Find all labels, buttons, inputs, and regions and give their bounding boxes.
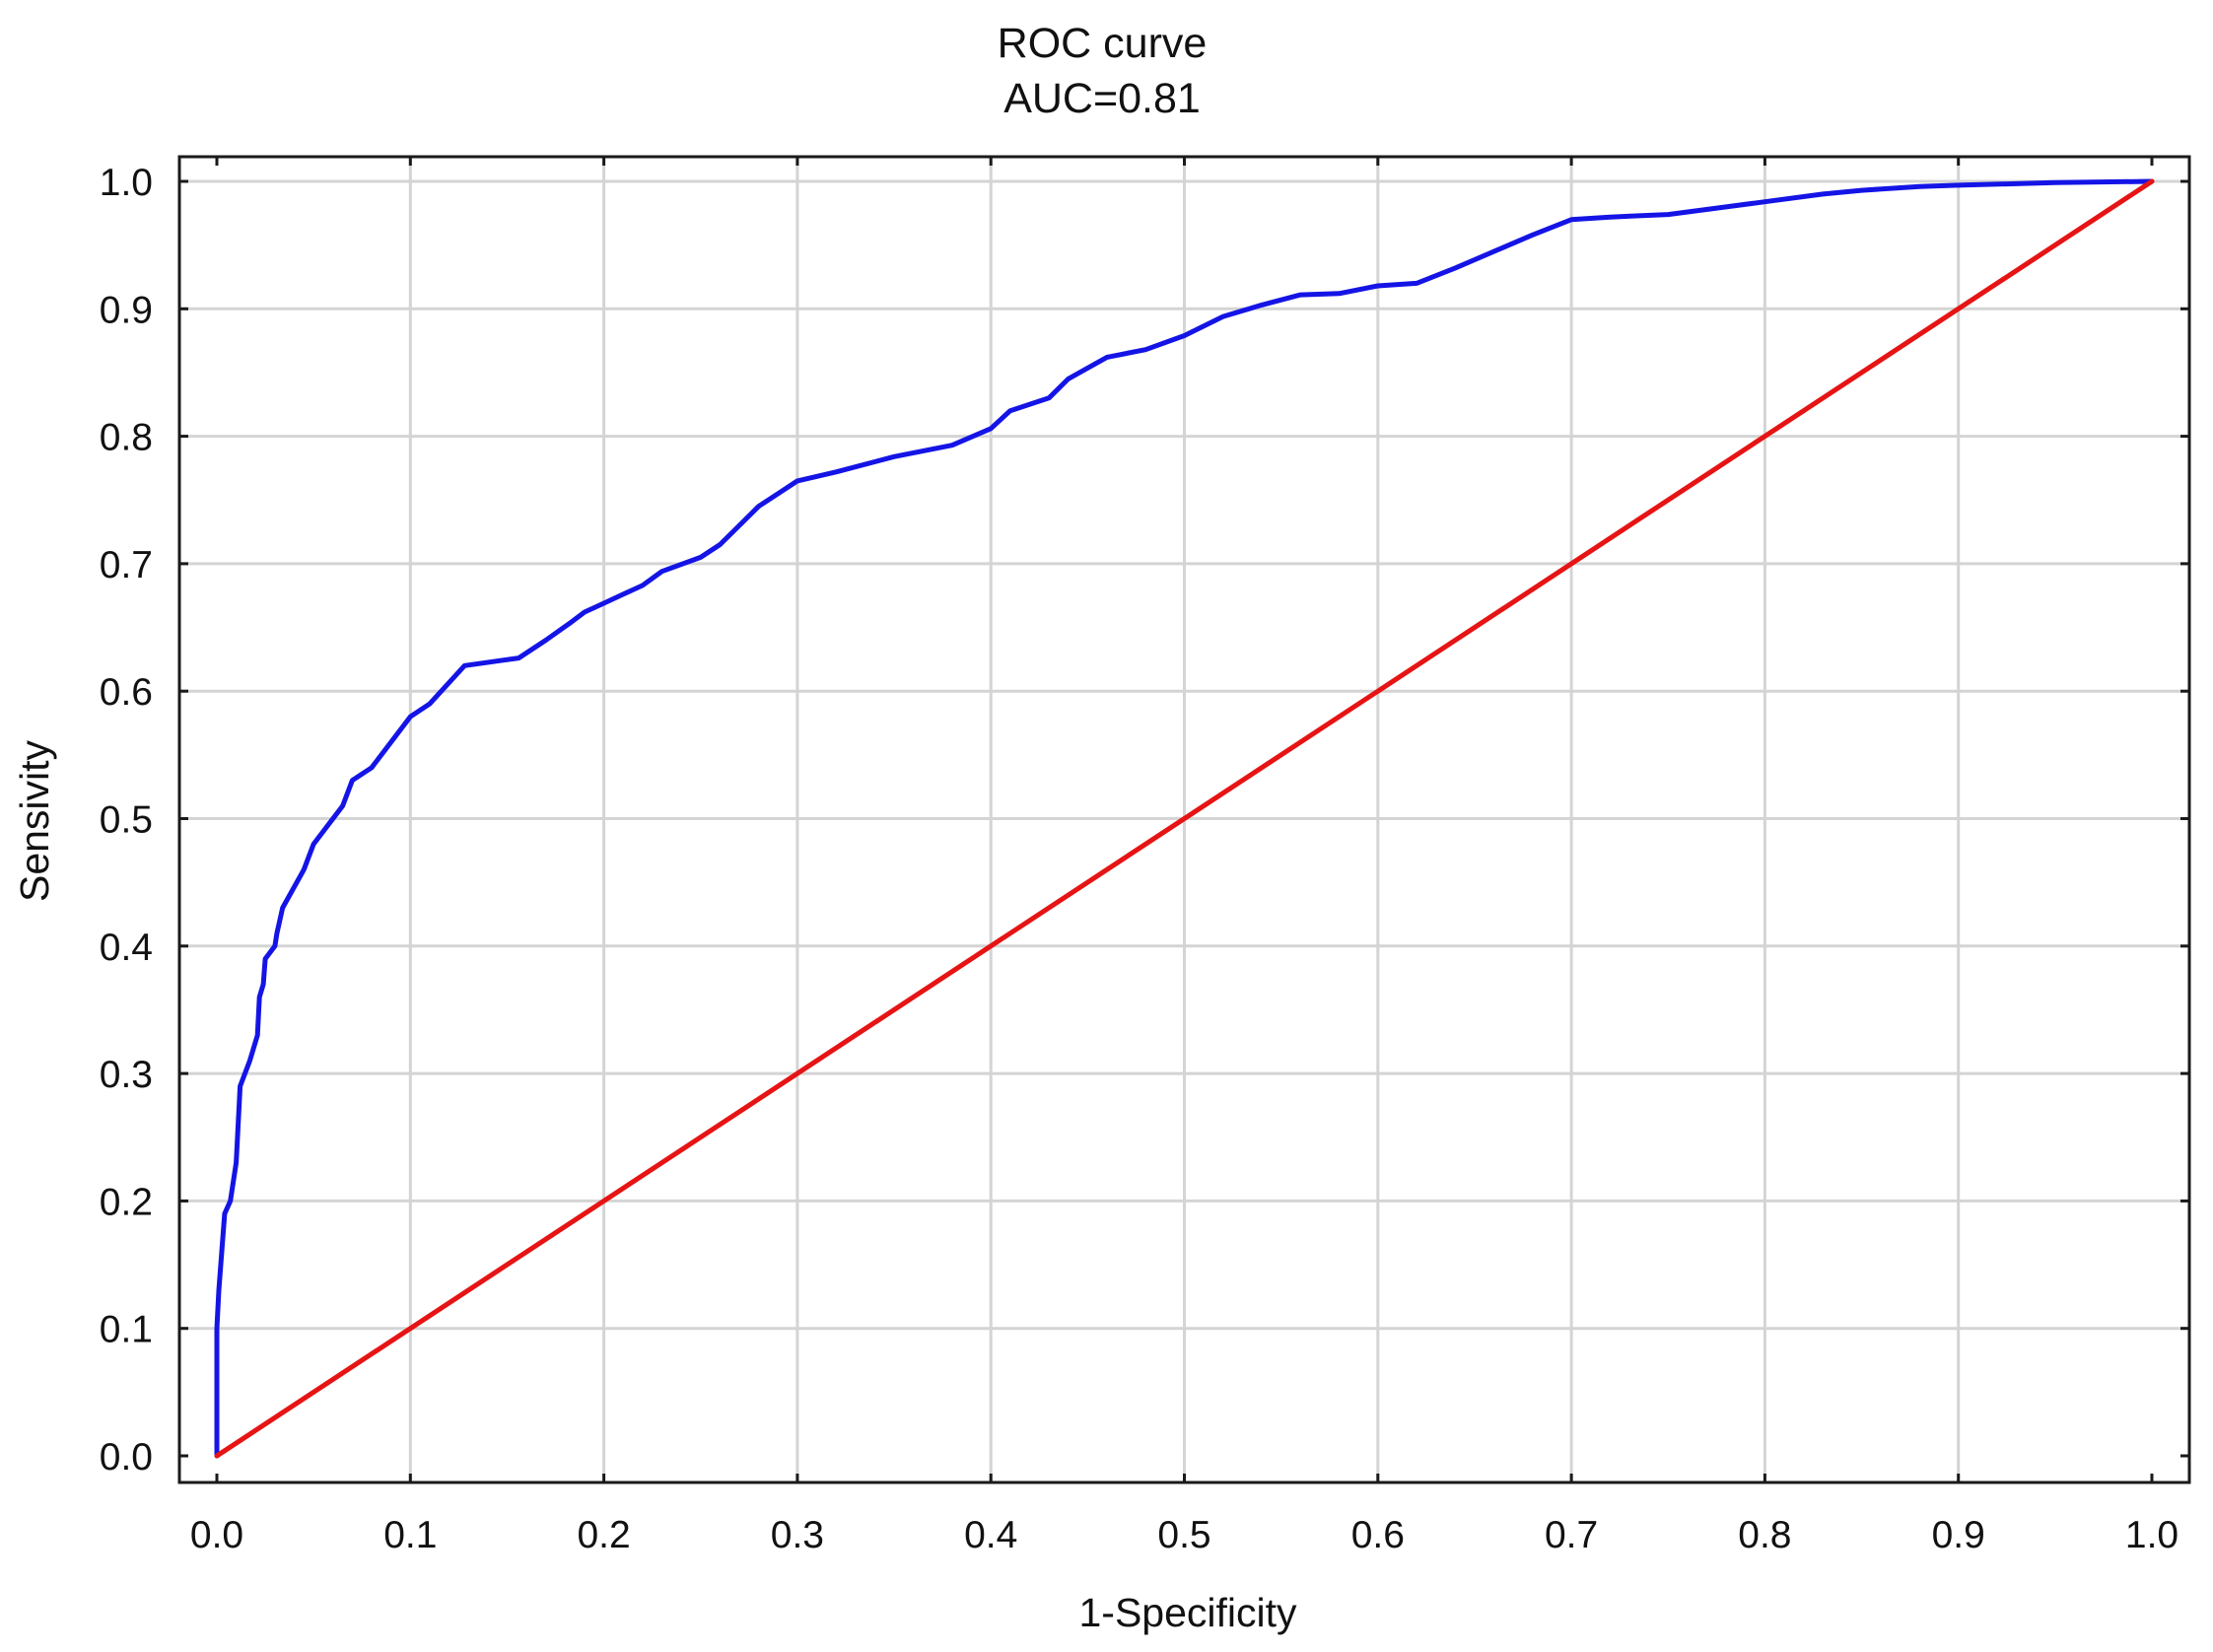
chart-title: ROC curve (998, 20, 1208, 67)
x-tick-label: 0.6 (1351, 1514, 1405, 1556)
y-tick-label: 0.2 (100, 1181, 153, 1223)
y-tick-label: 0.4 (100, 927, 153, 969)
x-tick-label: 1.0 (2125, 1514, 2178, 1556)
y-tick-label: 0.0 (100, 1436, 153, 1479)
y-tick-label: 0.7 (100, 544, 153, 586)
chart-subtitle: AUC=0.81 (1003, 75, 1201, 122)
tick-labels: 0.0 0.1 0.2 0.3 0.4 0.5 0.6 0.7 0.8 0.9 1.0 0.0 0.1 0… (100, 162, 2178, 1556)
y-tick-label: 0.3 (100, 1054, 153, 1096)
y-tick-label: 0.5 (100, 799, 153, 842)
series-lines (214, 178, 2155, 1459)
x-tick-label: 0.0 (190, 1514, 243, 1556)
y-tick-label: 0.1 (100, 1309, 153, 1351)
plot-area-frame (177, 155, 2191, 1484)
y-tick-label: 1.0 (100, 162, 153, 204)
x-tick-label: 0.4 (964, 1514, 1017, 1556)
x-tick-label: 0.8 (1738, 1514, 1791, 1556)
x-tick-label: 0.3 (771, 1514, 824, 1556)
x-tick-label: 0.7 (1545, 1514, 1598, 1556)
x-tick-label: 0.9 (1932, 1514, 1985, 1556)
x-axis-label: 1-Specificity (1078, 1590, 1297, 1635)
y-tick-label: 0.9 (100, 289, 153, 331)
y-axis-label: Sensivity (12, 739, 57, 902)
reference-diagonal-line (214, 178, 2155, 1459)
x-tick-label: 0.1 (383, 1514, 437, 1556)
y-tick-label: 0.6 (100, 671, 153, 714)
y-tick-label: 0.8 (100, 417, 153, 459)
roc-curve-line (214, 178, 2155, 1459)
x-tick-label: 0.5 (1157, 1514, 1210, 1556)
x-tick-label: 0.2 (577, 1514, 630, 1556)
